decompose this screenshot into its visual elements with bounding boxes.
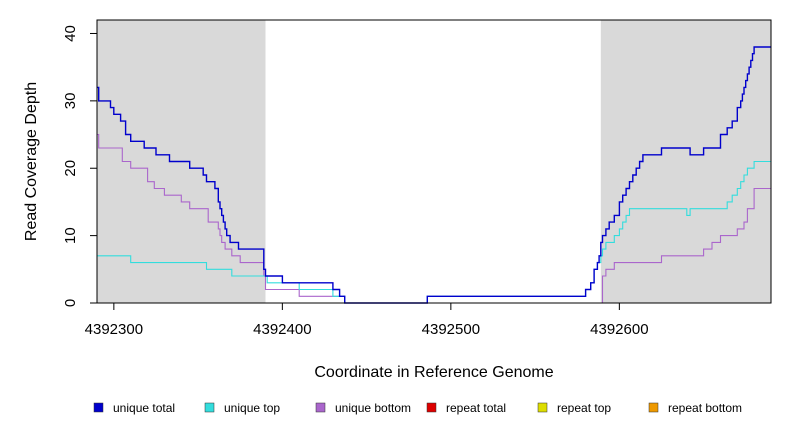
legend: unique total unique top unique bottom repea… xyxy=(93,401,742,415)
y-tick-label: 40 xyxy=(62,25,79,42)
plot-frame xyxy=(96,19,772,304)
legend-swatch xyxy=(648,402,659,413)
series-line-unique-total xyxy=(97,46,771,304)
x-axis-title: Coordinate in Reference Genome xyxy=(314,364,553,381)
y-tick-label: 10 xyxy=(62,227,79,244)
legend-swatch xyxy=(204,402,215,413)
shaded-regions xyxy=(97,20,771,303)
series-line-unique-bottom xyxy=(97,133,771,304)
legend-swatch xyxy=(315,402,326,413)
series-line-unique-top xyxy=(97,160,771,304)
legend-swatch xyxy=(426,402,437,413)
y-tick-label: 20 xyxy=(62,160,79,177)
legend-label: repeat total xyxy=(446,401,506,415)
legend-label: repeat top xyxy=(557,401,611,415)
x-tick-label: 4392400 xyxy=(253,321,311,338)
y-tick-label: 0 xyxy=(62,299,79,307)
x-tick-label: 4392500 xyxy=(422,321,480,338)
legend-label: unique top xyxy=(224,401,280,415)
legend-label: repeat bottom xyxy=(668,401,742,415)
legend-label: unique total xyxy=(113,401,175,415)
x-axis: 4392300 4392400 4392500 4392600 xyxy=(85,303,649,338)
y-axis-title: Read Coverage Depth xyxy=(23,82,40,241)
shaded-region-1 xyxy=(600,20,771,303)
y-tick-label: 30 xyxy=(62,93,79,110)
x-tick-label: 4392600 xyxy=(590,321,648,338)
legend-swatch xyxy=(93,402,104,413)
legend-swatch xyxy=(537,402,548,413)
x-tick-label: 4392300 xyxy=(85,321,143,338)
legend-label: unique bottom xyxy=(335,401,411,415)
y-axis: 0 10 20 30 40 xyxy=(62,25,97,307)
